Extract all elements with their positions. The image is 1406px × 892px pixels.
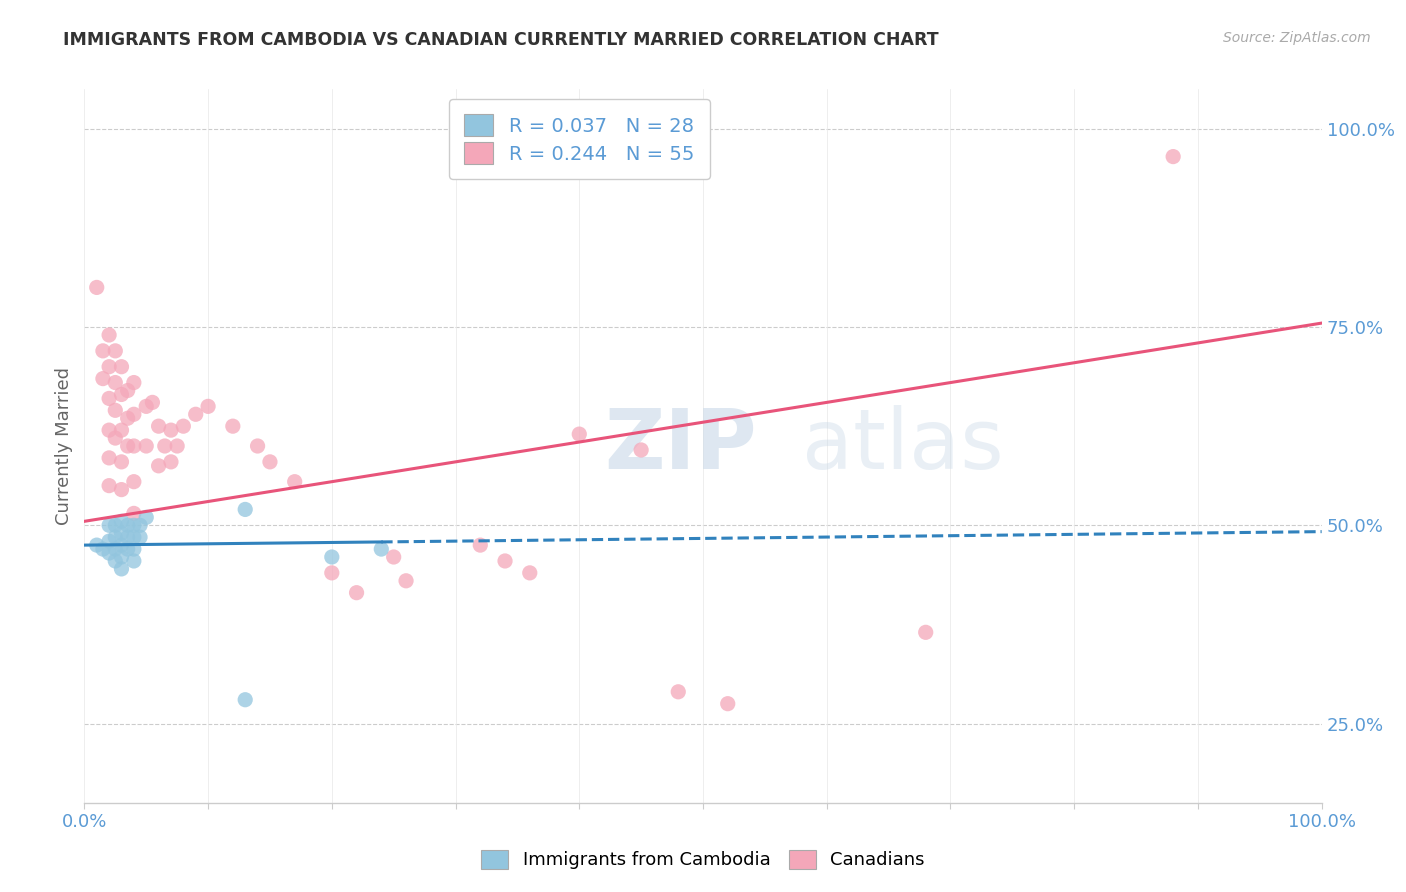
Point	[148, 458, 170, 473]
Point	[122, 554, 145, 568]
Point	[135, 439, 157, 453]
Point	[153, 439, 176, 453]
Point	[233, 692, 256, 706]
Point	[321, 549, 343, 564]
Point	[129, 530, 152, 544]
Point	[117, 530, 139, 544]
Point	[91, 542, 114, 557]
Point	[117, 384, 139, 398]
Point	[98, 478, 121, 492]
Point	[1161, 150, 1184, 164]
Point	[122, 475, 145, 489]
Point	[346, 585, 368, 599]
Point	[98, 328, 121, 343]
Point	[321, 566, 343, 580]
Point	[104, 403, 127, 417]
Point	[110, 359, 132, 374]
Point	[135, 510, 157, 524]
Legend: Immigrants from Cambodia, Canadians: Immigrants from Cambodia, Canadians	[472, 841, 934, 879]
Point	[98, 518, 121, 533]
Point	[122, 439, 145, 453]
Point	[717, 697, 740, 711]
Point	[141, 395, 163, 409]
Point	[370, 542, 392, 557]
Point	[104, 431, 127, 445]
Point	[284, 475, 307, 489]
Point	[117, 439, 139, 453]
Point	[98, 359, 121, 374]
Y-axis label: Currently Married: Currently Married	[55, 367, 73, 525]
Point	[104, 530, 127, 544]
Point	[160, 455, 183, 469]
Point	[259, 455, 281, 469]
Legend: R = 0.037   N = 28, R = 0.244   N = 55: R = 0.037 N = 28, R = 0.244 N = 55	[449, 99, 710, 179]
Point	[110, 423, 132, 437]
Point	[233, 502, 256, 516]
Point	[568, 427, 591, 442]
Text: ZIP: ZIP	[605, 406, 756, 486]
Point	[110, 387, 132, 401]
Point	[104, 518, 127, 533]
Point	[519, 566, 541, 580]
Text: Source: ZipAtlas.com: Source: ZipAtlas.com	[1223, 31, 1371, 45]
Point	[166, 439, 188, 453]
Point	[122, 407, 145, 421]
Point	[122, 376, 145, 390]
Point	[86, 280, 108, 294]
Point	[91, 371, 114, 385]
Point	[135, 400, 157, 414]
Point	[91, 343, 114, 358]
Point	[122, 518, 145, 533]
Point	[222, 419, 245, 434]
Point	[148, 419, 170, 434]
Point	[98, 534, 121, 549]
Point	[110, 549, 132, 564]
Point	[110, 538, 132, 552]
Point	[122, 507, 145, 521]
Point	[666, 685, 689, 699]
Point	[122, 530, 145, 544]
Point	[104, 554, 127, 568]
Point	[98, 450, 121, 465]
Point	[98, 392, 121, 406]
Point	[197, 400, 219, 414]
Text: IMMIGRANTS FROM CAMBODIA VS CANADIAN CURRENTLY MARRIED CORRELATION CHART: IMMIGRANTS FROM CAMBODIA VS CANADIAN CUR…	[63, 31, 939, 49]
Point	[110, 526, 132, 541]
Point	[104, 376, 127, 390]
Point	[914, 625, 936, 640]
Point	[246, 439, 269, 453]
Point	[630, 442, 652, 457]
Point	[395, 574, 418, 588]
Point	[104, 343, 127, 358]
Point	[122, 542, 145, 557]
Point	[98, 423, 121, 437]
Point	[117, 518, 139, 533]
Point	[184, 407, 207, 421]
Point	[160, 423, 183, 437]
Point	[172, 419, 194, 434]
Point	[110, 562, 132, 576]
Point	[110, 514, 132, 528]
Point	[110, 455, 132, 469]
Point	[86, 538, 108, 552]
Point	[382, 549, 405, 564]
Point	[129, 518, 152, 533]
Point	[494, 554, 516, 568]
Point	[104, 542, 127, 557]
Point	[117, 542, 139, 557]
Point	[117, 411, 139, 425]
Point	[98, 546, 121, 560]
Point	[470, 538, 492, 552]
Text: atlas: atlas	[801, 406, 1004, 486]
Point	[110, 483, 132, 497]
